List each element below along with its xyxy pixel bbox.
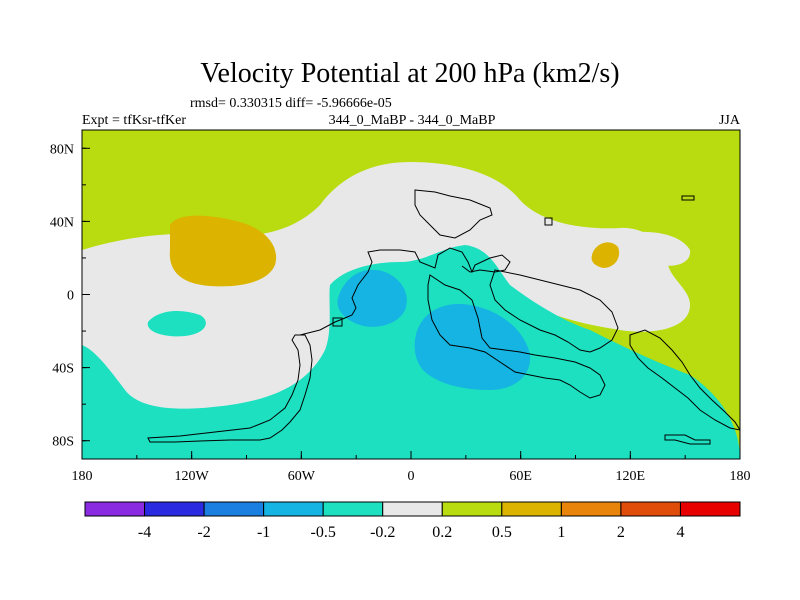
field-cyan-south (82, 245, 740, 459)
colorbar-swatch (382, 501, 443, 517)
colorbar-label: 1 (557, 524, 565, 541)
coastline-island-west (332, 317, 343, 327)
y-tick-label: 80S (52, 435, 74, 450)
x-tick-label: 120E (616, 469, 646, 484)
x-tick-label: 60E (509, 469, 532, 484)
field-gold-east (591, 242, 620, 268)
colorbar-label: 0.2 (432, 524, 452, 541)
colorbar-label: -2 (197, 524, 210, 541)
colorbar-swatch (203, 501, 265, 517)
coastline-island-east (544, 217, 553, 226)
colorbar (84, 501, 741, 517)
colorbar-label: 0.5 (492, 524, 512, 541)
field-neutral-island (600, 231, 691, 266)
colorbar-swatch (441, 501, 503, 517)
coastline-australia (629, 329, 740, 431)
coastline-north-america (299, 247, 511, 336)
colorbar-swatch (620, 501, 681, 517)
experiment-label: Expt = tfKsr-tfKer (82, 113, 186, 128)
x-axis: 180 120W 60W 0 60E 120E 180 (72, 451, 751, 484)
colorbar-swatch (84, 501, 146, 517)
y-axis: 80N 40N 0 40S 80S (50, 142, 90, 450)
y-tick-label: 80N (50, 142, 74, 157)
y-tick-label: 40S (52, 362, 74, 377)
field-gold-west (169, 215, 277, 287)
y-tick-label: 0 (67, 289, 74, 304)
colorbar-swatch (560, 501, 622, 517)
coastline-south-america (147, 334, 313, 443)
field-neutral-region (82, 162, 690, 436)
colorbar-label: 2 (617, 524, 625, 541)
colorbar-labels: -4 -2 -1 -0.5 -0.2 0.2 0.5 1 2 4 (138, 524, 685, 541)
colorbar-label: -4 (138, 524, 151, 541)
coastline-africa (427, 274, 606, 399)
y-tick-label: 40N (50, 215, 74, 230)
continent-outlines (147, 189, 740, 445)
colorbar-swatch (144, 501, 205, 517)
coastline-europe (414, 189, 493, 239)
colorbar-label: -1 (257, 524, 270, 541)
coastline-island-small (664, 434, 711, 445)
season-label: JJA (719, 113, 741, 128)
coastline-island-far-east (681, 195, 695, 201)
colorbar-swatch (263, 501, 324, 517)
field-blue-east (414, 304, 531, 390)
field-cyan-patch (147, 310, 206, 337)
colorbar-swatch (501, 501, 562, 517)
coastline-asia (489, 269, 619, 353)
colorbar-label: 4 (676, 524, 684, 541)
chart-title: Velocity Potential at 200 hPa (km2/s) (200, 58, 619, 89)
x-tick-label: 0 (408, 469, 415, 484)
colorbar-label: -0.5 (311, 524, 336, 541)
x-tick-label: 180 (730, 469, 751, 484)
field-blue-west (337, 269, 407, 327)
stats-text: rmsd= 0.330315 diff= -5.96666e-05 (190, 96, 392, 111)
map-field (82, 130, 740, 459)
colorbar-swatch (679, 501, 741, 517)
x-tick-label: 180 (72, 469, 93, 484)
x-tick-label: 60W (288, 469, 316, 484)
colorbar-swatch (322, 501, 384, 517)
case-label: 344_0_MaBP - 344_0_MaBP (329, 113, 496, 128)
x-tick-label: 120W (175, 469, 210, 484)
colorbar-label: -0.2 (370, 524, 395, 541)
